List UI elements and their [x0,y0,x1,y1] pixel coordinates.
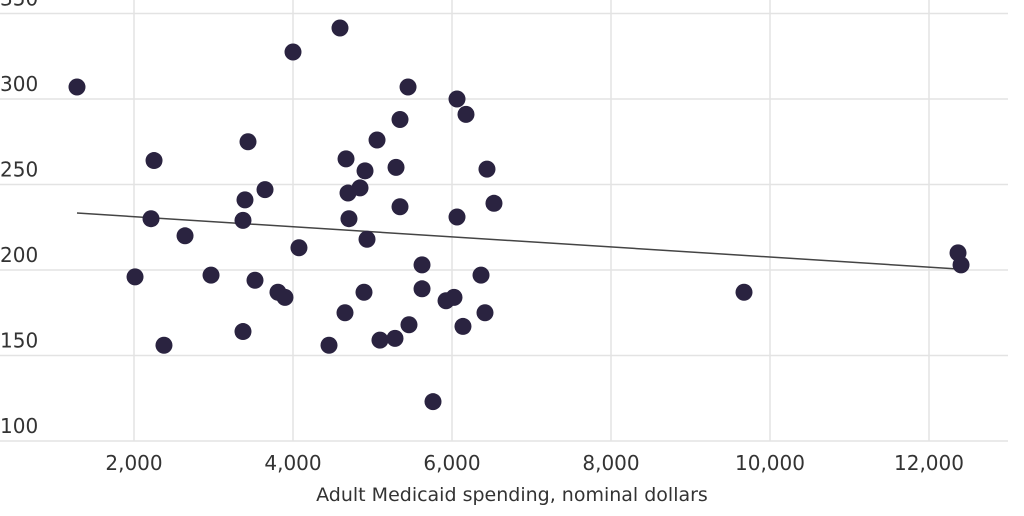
y-tick-label: 200 [0,243,38,267]
data-point [371,331,389,349]
data-point [320,336,338,354]
data-point [424,393,442,411]
x-tick-label: 4,000 [264,451,321,475]
x-tick-label: 2,000 [105,451,162,475]
data-point [735,283,753,301]
data-points [68,19,970,411]
grid [0,0,1008,442]
data-point [952,256,970,274]
data-point [391,111,409,129]
x-tick-label: 6,000 [423,451,480,475]
data-point [391,198,409,216]
x-axis-label: Adult Medicaid spending, nominal dollars [316,484,708,506]
data-point [246,271,264,289]
data-point [386,329,404,347]
data-point [485,194,503,212]
data-point [284,43,302,61]
data-point [336,304,354,322]
data-point [399,78,417,96]
data-point [476,304,494,322]
data-point [331,19,349,37]
data-point [234,211,252,229]
data-point [202,266,220,284]
x-tick-label: 8,000 [582,451,639,475]
data-point [358,230,376,248]
data-point [472,266,490,284]
data-point [457,105,475,123]
data-point [176,227,194,245]
data-point [234,323,252,341]
data-point [355,283,373,301]
x-tick-label: 12,000 [894,451,964,475]
data-point [400,316,418,334]
data-point [478,160,496,178]
data-point [126,268,144,286]
x-tick-label: 10,000 [735,451,805,475]
data-point [413,256,431,274]
data-point [448,208,466,226]
data-point [337,150,355,168]
data-point [145,152,163,170]
data-point [454,317,472,335]
x-axis-ticks: 2,000 4,000 6,000 8,000 10,000 12,000 [105,451,964,475]
data-point [68,78,86,96]
data-point [356,162,374,180]
data-point [276,288,294,306]
data-point [142,210,160,228]
data-point [413,280,431,298]
y-tick-label: 300 [0,72,38,96]
data-point [387,158,405,176]
y-tick-label: 350 [0,0,38,11]
y-tick-label: 250 [0,158,38,182]
data-point [445,288,463,306]
data-point [256,181,274,199]
data-point [340,210,358,228]
y-axis-ticks: 100 150 200 250 300 350 [0,0,38,438]
data-point [448,90,466,108]
data-point [239,133,257,151]
data-point [368,131,386,149]
data-point [339,184,357,202]
data-point [236,191,254,209]
y-tick-label: 150 [0,329,38,353]
trend-line [76,212,959,270]
data-point [155,336,173,354]
y-tick-label: 100 [0,414,38,438]
data-point [290,239,308,257]
